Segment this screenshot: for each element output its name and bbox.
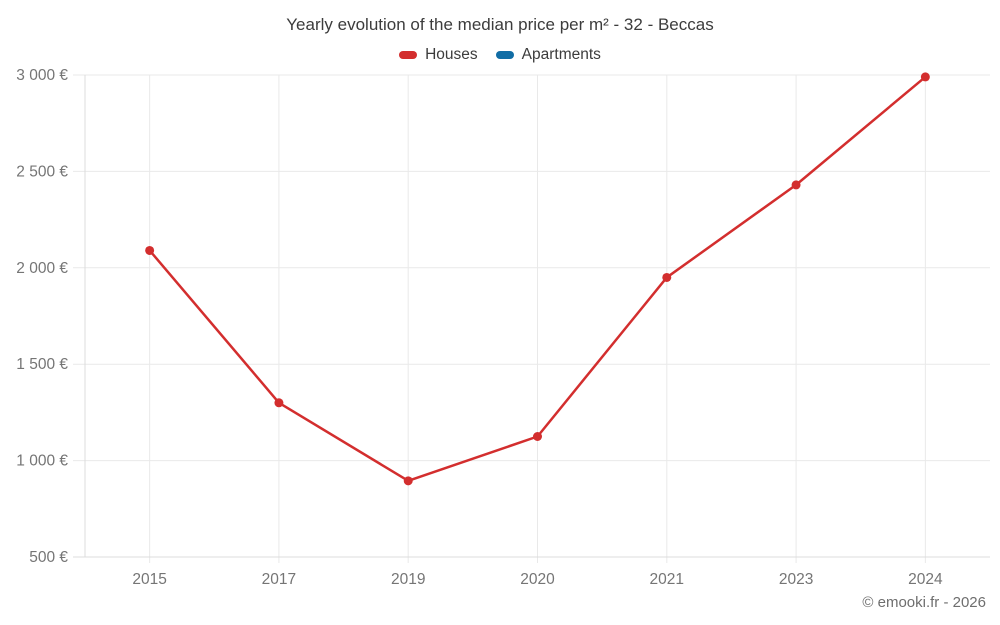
x-tick-label: 2015 — [132, 571, 166, 588]
x-tick-label: 2023 — [779, 571, 813, 588]
x-tick-label: 2024 — [908, 571, 943, 588]
houses-data-point[interactable] — [533, 432, 542, 441]
watermark-credit: © emooki.fr - 2026 — [862, 594, 986, 611]
houses-data-point[interactable] — [274, 398, 284, 408]
y-tick-label: 3 000 € — [16, 67, 68, 84]
houses-data-point[interactable] — [920, 72, 930, 82]
x-tick-label: 2019 — [391, 571, 425, 588]
legend-item-apartments[interactable]: Apartments — [495, 46, 601, 64]
legend-label-houses: Houses — [425, 46, 478, 63]
legend-label-apartments: Apartments — [521, 46, 601, 63]
houses-series-swatch-icon — [399, 51, 418, 59]
y-tick-label: 1 500 € — [16, 356, 68, 373]
houses-data-point[interactable] — [791, 180, 801, 190]
houses-data-point[interactable] — [403, 476, 413, 486]
chart-title: Yearly evolution of the median price per… — [286, 15, 714, 34]
y-tick-label: 1 000 € — [16, 453, 68, 470]
houses-data-point[interactable] — [145, 245, 155, 255]
legend-item-houses[interactable]: Houses — [399, 46, 478, 64]
x-tick-label: 2017 — [262, 571, 296, 588]
x-tick-label: 2020 — [520, 571, 555, 588]
apartments-series-swatch-icon — [495, 51, 514, 59]
y-tick-label: 500 € — [29, 549, 68, 566]
chart-legend: Houses Apartments — [0, 46, 1000, 64]
y-tick-label: 2 000 € — [16, 260, 68, 277]
x-tick-label: 2021 — [650, 571, 684, 588]
y-tick-label: 2 500 € — [16, 163, 68, 180]
houses-data-point[interactable] — [662, 272, 672, 282]
